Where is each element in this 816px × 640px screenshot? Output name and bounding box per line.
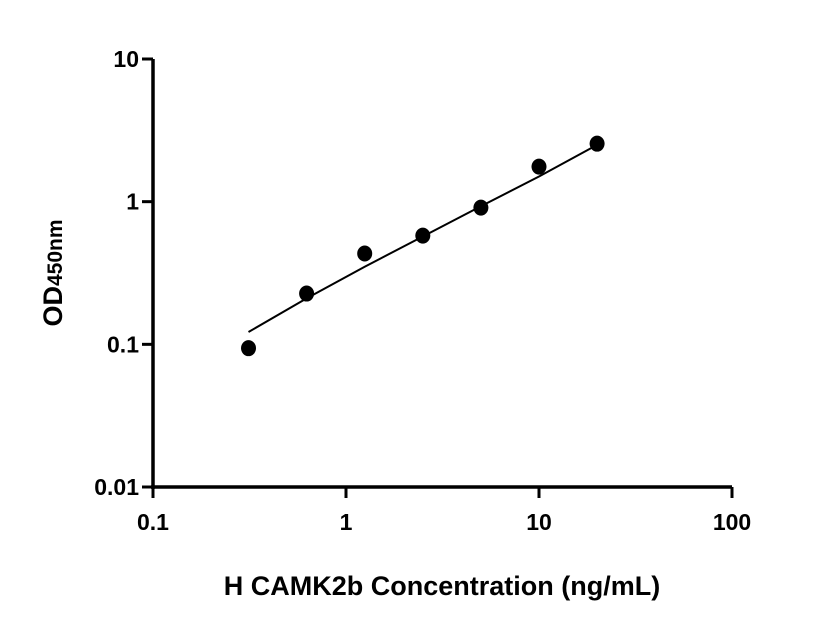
x-tick-label: 100: [713, 509, 751, 535]
axes: 0.1 1 10 100 0.01 0.1 1 10: [94, 46, 751, 535]
y-tick-label: 10: [113, 46, 139, 72]
y-tick-label: 0.1: [107, 331, 139, 357]
data-point: [473, 199, 489, 216]
x-tick-label: 0.1: [137, 509, 169, 535]
x-axis-title: H CAMK2b Concentration (ng/mL): [224, 571, 660, 601]
data-point: [357, 245, 373, 262]
data-point: [531, 158, 547, 175]
data-point: [241, 340, 257, 357]
y-axis-title-sub: 450nm: [44, 219, 67, 286]
y-axis-title-main: OD: [38, 286, 68, 327]
data-point: [299, 285, 315, 302]
y-axis-title: OD450nm: [38, 219, 68, 326]
x-tick-label: 10: [526, 509, 552, 535]
y-tick-label: 1: [126, 189, 139, 215]
data-point: [589, 135, 605, 152]
y-tick-label: 0.01: [94, 474, 139, 500]
data-points: [241, 135, 605, 357]
x-tick-label: 1: [340, 509, 353, 535]
data-point: [415, 227, 431, 244]
